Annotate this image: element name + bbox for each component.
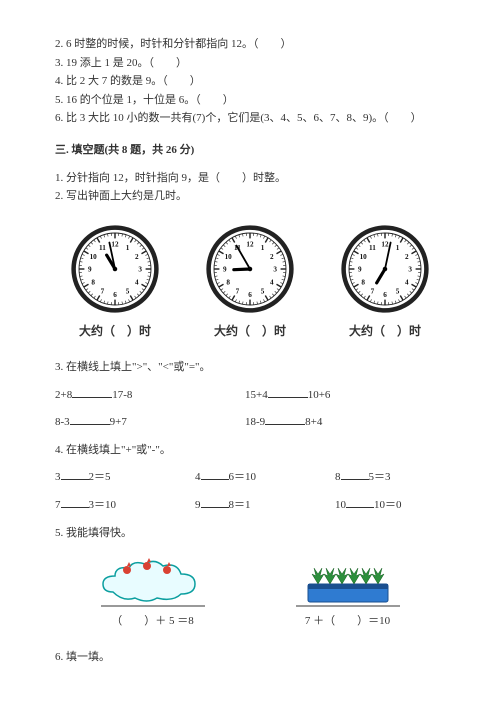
plants-eq: 7 ＋（ ）＝10 xyxy=(305,613,390,631)
fo-r2c-l: 10 xyxy=(335,499,346,511)
svg-text:2: 2 xyxy=(135,253,139,261)
clock-1: 123456789101112 大约（ ）时 xyxy=(55,224,175,341)
svg-text:6: 6 xyxy=(113,291,117,299)
svg-text:6: 6 xyxy=(383,291,387,299)
svg-text:10: 10 xyxy=(360,253,368,261)
compare-row1: 2+8 17-8 15+4 10+6 xyxy=(55,385,445,405)
svg-text:3: 3 xyxy=(273,265,277,273)
svg-text:5: 5 xyxy=(126,287,130,295)
image-row: （ ）＋ 5 ＝8 7 ＋（ ）＝10 xyxy=(55,554,445,631)
svg-text:8: 8 xyxy=(91,278,95,286)
clock-2: 123456789101112 大约（ ）时 xyxy=(190,224,310,341)
svg-text:9: 9 xyxy=(223,265,227,273)
cmp-r2a2: 9+7 xyxy=(110,416,127,428)
fo-r2c-r: 10＝0 xyxy=(374,499,402,511)
blank xyxy=(346,495,374,508)
svg-text:12: 12 xyxy=(111,240,119,248)
blank xyxy=(72,385,112,398)
fo-r1c-r: 5＝3 xyxy=(369,471,391,483)
cmp-r1b1: 15+4 xyxy=(245,389,268,401)
clock-3: 123456789101112 大约（ ）时 xyxy=(325,224,445,341)
svg-text:12: 12 xyxy=(381,240,389,248)
svg-text:4: 4 xyxy=(135,278,139,286)
section3-title: 三. 填空题(共 8 题，共 26 分) xyxy=(55,142,445,160)
svg-text:9: 9 xyxy=(88,265,92,273)
clocks-row: 123456789101112 大约（ ）时 123456789101112 大… xyxy=(55,224,445,341)
svg-text:12: 12 xyxy=(246,240,254,248)
svg-text:11: 11 xyxy=(369,244,376,252)
birds-eq: （ ）＋ 5 ＝8 xyxy=(111,613,194,631)
blank xyxy=(265,412,305,425)
cmp-r1b2: 10+6 xyxy=(308,389,331,401)
svg-text:6: 6 xyxy=(248,291,252,299)
svg-text:10: 10 xyxy=(225,253,233,261)
s3-q3: 3. 在横线上填上">"、"<"或"="。 xyxy=(55,359,445,377)
clock-3-svg: 123456789101112 xyxy=(340,224,430,314)
svg-text:7: 7 xyxy=(236,287,240,295)
svg-text:3: 3 xyxy=(138,265,142,273)
tf-q3: 3. 19 添上 1 是 20。（ ） xyxy=(55,55,445,73)
cmp-r2b2: 8+4 xyxy=(305,416,322,428)
cmp-r1a2: 17-8 xyxy=(112,389,132,401)
fillop-row1: 32＝5 46＝10 85＝3 xyxy=(55,467,445,487)
cmp-r2a1: 8-3 xyxy=(55,416,70,428)
compare-row2: 8-3 9+7 18-9 8+4 xyxy=(55,412,445,432)
svg-text:2: 2 xyxy=(405,253,409,261)
svg-text:1: 1 xyxy=(396,244,400,252)
tf-q2: 2. 6 时整的时候，时针和分针都指向 12。（ ） xyxy=(55,36,445,54)
blank xyxy=(201,495,229,508)
tf-q5: 5. 16 的个位是 1，十位是 6。（ ） xyxy=(55,92,445,110)
blank xyxy=(341,467,369,480)
svg-text:4: 4 xyxy=(270,278,274,286)
svg-text:4: 4 xyxy=(405,278,409,286)
s3-q4: 4. 在横线填上"+"或"-"。 xyxy=(55,442,445,460)
svg-text:8: 8 xyxy=(226,278,230,286)
cmp-r1a1: 2+8 xyxy=(55,389,72,401)
blank xyxy=(268,385,308,398)
fillop-row2: 73＝10 98＝1 1010＝0 xyxy=(55,495,445,515)
svg-text:10: 10 xyxy=(90,253,98,261)
svg-text:8: 8 xyxy=(361,278,365,286)
clock-3-label: 大约（ ）时 xyxy=(349,322,421,341)
svg-text:5: 5 xyxy=(261,287,265,295)
clock-1-label: 大约（ ）时 xyxy=(79,322,151,341)
fo-r2a-r: 3＝10 xyxy=(89,499,117,511)
svg-text:5: 5 xyxy=(396,287,400,295)
clock-2-label: 大约（ ）时 xyxy=(214,322,286,341)
tf-q4: 4. 比 2 大 7 的数是 9。（ ） xyxy=(55,73,445,91)
clock-1-svg: 123456789101112 xyxy=(70,224,160,314)
s3-q6: 6. 填一填。 xyxy=(55,649,445,667)
svg-text:11: 11 xyxy=(99,244,106,252)
birds-svg xyxy=(93,554,213,609)
birds-box: （ ）＋ 5 ＝8 xyxy=(93,554,213,631)
cmp-r2b1: 18-9 xyxy=(245,416,265,428)
blank xyxy=(61,495,89,508)
fo-r1a-r: 2＝5 xyxy=(89,471,111,483)
clock-2-svg: 123456789101112 xyxy=(205,224,295,314)
svg-text:2: 2 xyxy=(270,253,274,261)
fo-r1b-r: 6＝10 xyxy=(229,471,257,483)
blank xyxy=(201,467,229,480)
blank xyxy=(70,412,110,425)
s3-q2: 2. 写出钟面上大约是几时。 xyxy=(55,188,445,206)
blank xyxy=(61,467,89,480)
s3-q5: 5. 我能填得快。 xyxy=(55,525,445,543)
svg-text:9: 9 xyxy=(358,265,362,273)
plants-box: 7 ＋（ ）＝10 xyxy=(288,554,408,631)
tf-q6: 6. 比 3 大比 10 小的数一共有(7)个，它们是(3、4、5、6、7、8、… xyxy=(55,110,445,128)
svg-text:3: 3 xyxy=(408,265,412,273)
plants-svg xyxy=(288,554,408,609)
svg-text:1: 1 xyxy=(261,244,265,252)
svg-text:7: 7 xyxy=(101,287,105,295)
s3-q1: 1. 分针指向 12，时针指向 9，是（ ）时整。 xyxy=(55,170,445,188)
svg-text:7: 7 xyxy=(371,287,375,295)
fo-r2b-r: 8＝1 xyxy=(229,499,251,511)
svg-text:1: 1 xyxy=(126,244,130,252)
